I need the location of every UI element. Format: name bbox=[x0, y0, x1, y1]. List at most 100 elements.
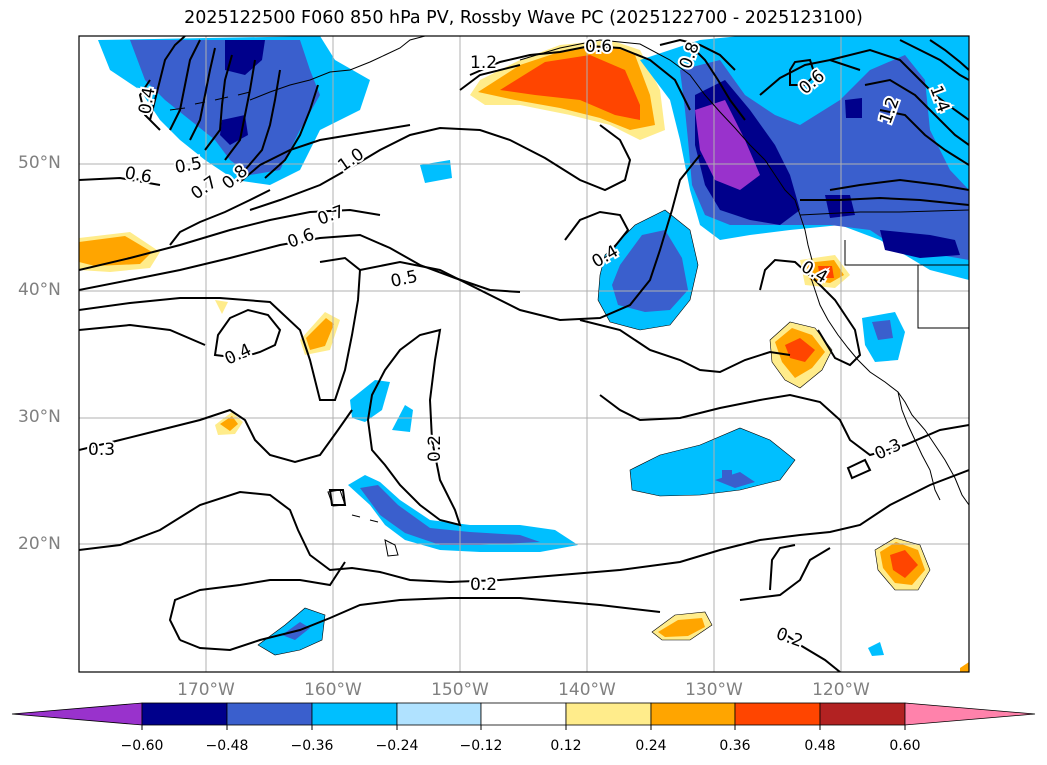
negative-anomaly-region bbox=[825, 195, 855, 218]
pv-contour-line bbox=[469, 44, 691, 111]
contour-label: 1.0 bbox=[334, 144, 368, 176]
alaska-coast bbox=[249, 36, 426, 101]
contour-label: 1.2 bbox=[470, 53, 497, 73]
pv-contour-line bbox=[879, 109, 969, 166]
contour-label: 0.5 bbox=[173, 154, 203, 178]
pv-contour-line bbox=[204, 54, 233, 151]
aleutian-islands bbox=[169, 91, 251, 111]
longitude-label: 150°W bbox=[431, 680, 489, 700]
pv-anomaly-fill bbox=[79, 36, 969, 672]
colorbar-ticks bbox=[141, 725, 906, 730]
pv-contour-line bbox=[249, 124, 632, 211]
latitude-label: 20°N bbox=[18, 534, 61, 554]
negative-anomaly-region bbox=[360, 485, 540, 545]
colorbar-segment bbox=[396, 702, 482, 726]
negative-anomaly-region bbox=[845, 98, 862, 118]
colorbar-segment bbox=[141, 702, 228, 726]
colorbar-tick-label: −0.48 bbox=[205, 738, 249, 754]
pv-contour-line bbox=[138, 79, 161, 131]
graticule bbox=[79, 36, 969, 672]
pv-contour-line bbox=[739, 547, 831, 601]
positive-anomaly-region bbox=[306, 318, 334, 350]
latitude-label: 40°N bbox=[18, 280, 61, 300]
pv-contour-line bbox=[800, 196, 969, 206]
pv-contour-line bbox=[244, 69, 281, 171]
pv-contour-line bbox=[79, 233, 521, 293]
positive-anomaly-region bbox=[890, 550, 918, 578]
pv-contour-line bbox=[169, 189, 271, 246]
shading-outlines bbox=[257, 209, 931, 656]
colorbar-tick-label: −0.60 bbox=[120, 738, 164, 754]
longitude-label: 140°W bbox=[558, 680, 616, 700]
pv-contour-line bbox=[759, 58, 861, 96]
pv-contour-line bbox=[579, 319, 791, 374]
pv-contour-line bbox=[79, 208, 381, 271]
gulf-alaska-coast bbox=[519, 39, 766, 161]
colorbar-tick-label: 0.12 bbox=[550, 738, 582, 754]
colorbar-tick-label: 0.60 bbox=[889, 738, 921, 754]
pv-contour-line bbox=[789, 58, 817, 86]
colorbar-segment bbox=[480, 702, 567, 726]
contour-label: 0.2 bbox=[470, 575, 497, 595]
positive-anomaly-region bbox=[818, 266, 834, 278]
pv-contour-line bbox=[864, 78, 969, 146]
negative-anomaly-region bbox=[722, 470, 732, 478]
negative-anomaly-region bbox=[872, 320, 893, 340]
baja-california bbox=[897, 391, 941, 501]
negative-anomaly-region bbox=[225, 40, 265, 75]
latitude-label: 50°N bbox=[18, 153, 61, 173]
pv-contour-line bbox=[179, 597, 661, 652]
contour-label: 0.3 bbox=[872, 435, 905, 465]
pv-contour-line bbox=[689, 44, 746, 121]
negative-anomaly-region bbox=[695, 100, 760, 190]
colorbar-tick-label: 0.24 bbox=[635, 738, 667, 754]
bc-coast bbox=[764, 159, 813, 261]
canada-us-border bbox=[799, 209, 969, 216]
state-border bbox=[917, 265, 969, 329]
latitude-label: 30°N bbox=[18, 407, 61, 427]
pv-contours bbox=[79, 36, 969, 672]
colorbar-tick-label: 0.48 bbox=[804, 738, 836, 754]
colorbar-segment bbox=[734, 702, 821, 726]
contour-label: 0.3 bbox=[88, 440, 115, 460]
pv-contour-line bbox=[929, 39, 969, 71]
longitude-label: 170°W bbox=[177, 680, 235, 700]
pv-contour-line bbox=[79, 323, 206, 346]
pv-contour-line bbox=[366, 328, 462, 527]
longitude-label: 130°W bbox=[685, 680, 743, 700]
contour-label: 0.2 bbox=[425, 435, 445, 462]
positive-anomaly-region bbox=[960, 662, 969, 672]
contour-label: 0.4 bbox=[222, 340, 255, 370]
contour-label: 0.5 bbox=[389, 267, 420, 292]
colorbar-tick-label: 0.36 bbox=[719, 738, 751, 754]
colorbar-segment bbox=[226, 702, 313, 726]
positive-anomaly-region bbox=[785, 338, 815, 362]
pv-contour-line bbox=[659, 38, 736, 71]
negative-anomaly-region bbox=[880, 230, 960, 258]
state-border bbox=[844, 240, 969, 266]
positive-anomaly-region bbox=[79, 236, 152, 266]
pv-contour-line bbox=[564, 210, 630, 266]
negative-anomaly-region bbox=[350, 380, 390, 422]
contour-label: 0.7 bbox=[187, 172, 221, 204]
negative-anomaly-region bbox=[420, 160, 452, 183]
plot-frame bbox=[78, 35, 970, 673]
colorbar-segment bbox=[311, 702, 398, 726]
positive-anomaly-region bbox=[500, 55, 640, 120]
longitude-label: 160°W bbox=[304, 680, 362, 700]
pv-contour-line bbox=[79, 176, 161, 186]
pv-contour-line bbox=[239, 124, 411, 183]
pv-contour-line bbox=[168, 561, 346, 641]
contour-label: 0.6 bbox=[123, 163, 153, 187]
contour-label: 0.7 bbox=[315, 202, 347, 230]
colorbar-tick-label: −0.24 bbox=[375, 738, 419, 754]
contour-label: 0.6 bbox=[585, 37, 612, 57]
pv-contour-line bbox=[829, 178, 969, 191]
pv-contour-line bbox=[79, 408, 353, 464]
pv-contour-line bbox=[359, 154, 701, 322]
pv-contour-line bbox=[224, 59, 256, 161]
colorbar-tick-label: −0.12 bbox=[459, 738, 503, 754]
us-west-coast bbox=[809, 259, 969, 506]
contour-label: 0.6 bbox=[285, 225, 317, 253]
